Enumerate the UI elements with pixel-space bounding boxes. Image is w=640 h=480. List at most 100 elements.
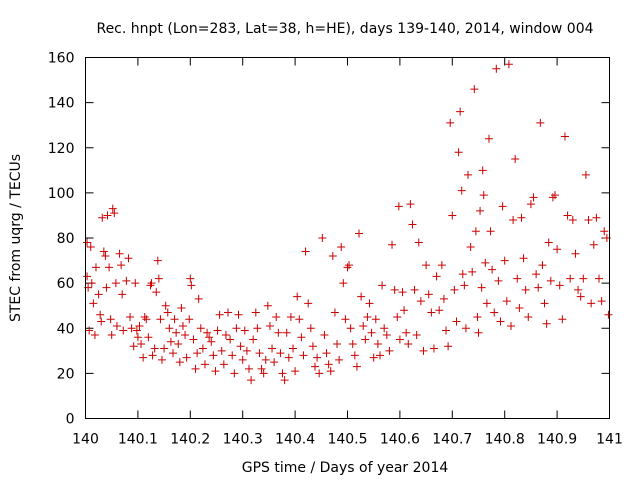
data-point-marker xyxy=(247,376,256,385)
x-tick-label: 140.2 xyxy=(170,432,210,448)
data-point-marker xyxy=(181,331,190,340)
data-point-marker xyxy=(519,254,528,263)
data-point-marker xyxy=(466,243,475,252)
data-point-marker xyxy=(322,349,331,358)
data-point-marker xyxy=(152,288,161,297)
data-point-marker xyxy=(576,292,585,301)
data-point-marker xyxy=(471,227,480,236)
data-point-marker xyxy=(506,321,515,330)
data-point-marker xyxy=(207,337,216,346)
data-point-marker xyxy=(343,263,352,272)
data-point-marker xyxy=(385,346,394,355)
data-point-marker xyxy=(350,351,359,360)
data-point-marker xyxy=(348,340,357,349)
data-point-marker xyxy=(318,234,327,242)
data-point-marker xyxy=(330,308,339,317)
data-point-marker xyxy=(555,281,564,290)
data-point-marker xyxy=(346,324,355,333)
data-point-marker xyxy=(486,227,495,236)
data-point-marker xyxy=(96,310,105,319)
y-tick-label: 140 xyxy=(48,96,75,112)
x-tick-label: 140.7 xyxy=(432,432,472,448)
data-point-marker xyxy=(132,326,141,335)
x-tick-label: 140.6 xyxy=(380,432,420,448)
data-point-marker xyxy=(110,209,119,218)
data-point-marker xyxy=(234,310,243,319)
data-point-marker xyxy=(341,315,350,324)
data-point-marker xyxy=(107,331,116,340)
data-point-marker xyxy=(335,355,344,364)
data-point-marker xyxy=(198,344,207,353)
data-point-marker xyxy=(284,353,293,362)
data-point-marker xyxy=(446,118,455,127)
data-point-marker xyxy=(83,272,92,281)
data-point-marker xyxy=(600,227,609,236)
data-point-marker xyxy=(574,285,583,294)
data-point-marker xyxy=(146,281,155,290)
data-point-marker xyxy=(249,335,258,344)
data-point-marker xyxy=(502,297,511,306)
data-point-marker xyxy=(419,346,428,355)
data-point-marker xyxy=(124,254,133,263)
y-axis-label: STEC from uqrg / TECUs xyxy=(8,154,24,322)
data-point-marker xyxy=(375,351,384,360)
data-point-marker xyxy=(99,247,108,256)
data-point-marker xyxy=(378,281,387,290)
data-point-marker xyxy=(295,315,304,324)
data-point-marker xyxy=(105,263,114,272)
data-point-marker xyxy=(369,353,378,362)
data-point-marker xyxy=(333,340,342,349)
data-point-marker xyxy=(429,344,438,353)
data-point-marker xyxy=(211,367,220,376)
data-point-marker xyxy=(538,261,547,270)
data-point-marker xyxy=(196,324,205,333)
data-point-marker xyxy=(473,312,482,321)
axis-ticks: 140 140.1 140.2 140.3 140.4 140.5 140.6 140.7 14… xyxy=(48,51,623,448)
data-point-marker xyxy=(251,308,260,317)
y-tick-label: 80 xyxy=(57,231,75,247)
data-point-marker xyxy=(367,328,376,337)
data-point-marker xyxy=(526,200,535,209)
data-point-marker xyxy=(592,213,601,222)
data-point-marker xyxy=(213,326,222,335)
data-point-marker xyxy=(408,220,417,229)
data-point-marker xyxy=(169,349,178,358)
data-point-marker xyxy=(548,193,557,202)
data-point-marker xyxy=(560,132,569,141)
chart-title: Rec. hnpt (Lon=283, Lat=38, h=HE), days … xyxy=(96,21,593,37)
data-point-marker xyxy=(490,308,499,317)
data-point-marker xyxy=(156,315,165,324)
y-tick-label: 120 xyxy=(48,141,75,157)
data-point-marker xyxy=(242,346,251,355)
data-point-marker xyxy=(175,358,184,367)
data-point-marker xyxy=(153,256,162,265)
data-point-marker xyxy=(101,252,110,261)
data-point-marker xyxy=(460,281,469,290)
data-point-marker xyxy=(112,321,121,330)
data-point-marker xyxy=(83,238,92,247)
data-point-marker xyxy=(90,331,99,340)
data-point-marker xyxy=(406,200,415,209)
data-point-marker xyxy=(293,292,302,301)
data-point-marker xyxy=(236,342,245,351)
data-point-marker xyxy=(129,342,138,351)
data-point-marker xyxy=(546,276,555,285)
data-point-marker xyxy=(127,324,136,333)
data-point-marker xyxy=(133,333,142,342)
data-point-marker xyxy=(427,308,436,317)
data-point-marker xyxy=(521,285,530,294)
data-point-marker xyxy=(524,312,533,321)
data-point-marker xyxy=(226,335,235,344)
data-point-marker xyxy=(311,362,320,371)
data-point-marker xyxy=(182,353,191,362)
data-point-marker xyxy=(240,326,249,335)
data-point-marker xyxy=(551,191,560,200)
data-point-marker xyxy=(228,351,237,360)
data-point-marker xyxy=(272,312,281,321)
data-point-marker xyxy=(422,261,431,270)
data-point-marker xyxy=(165,324,174,333)
data-point-marker xyxy=(230,369,239,378)
data-point-marker xyxy=(359,321,368,330)
data-point-marker xyxy=(339,279,348,288)
data-point-marker xyxy=(158,355,167,364)
